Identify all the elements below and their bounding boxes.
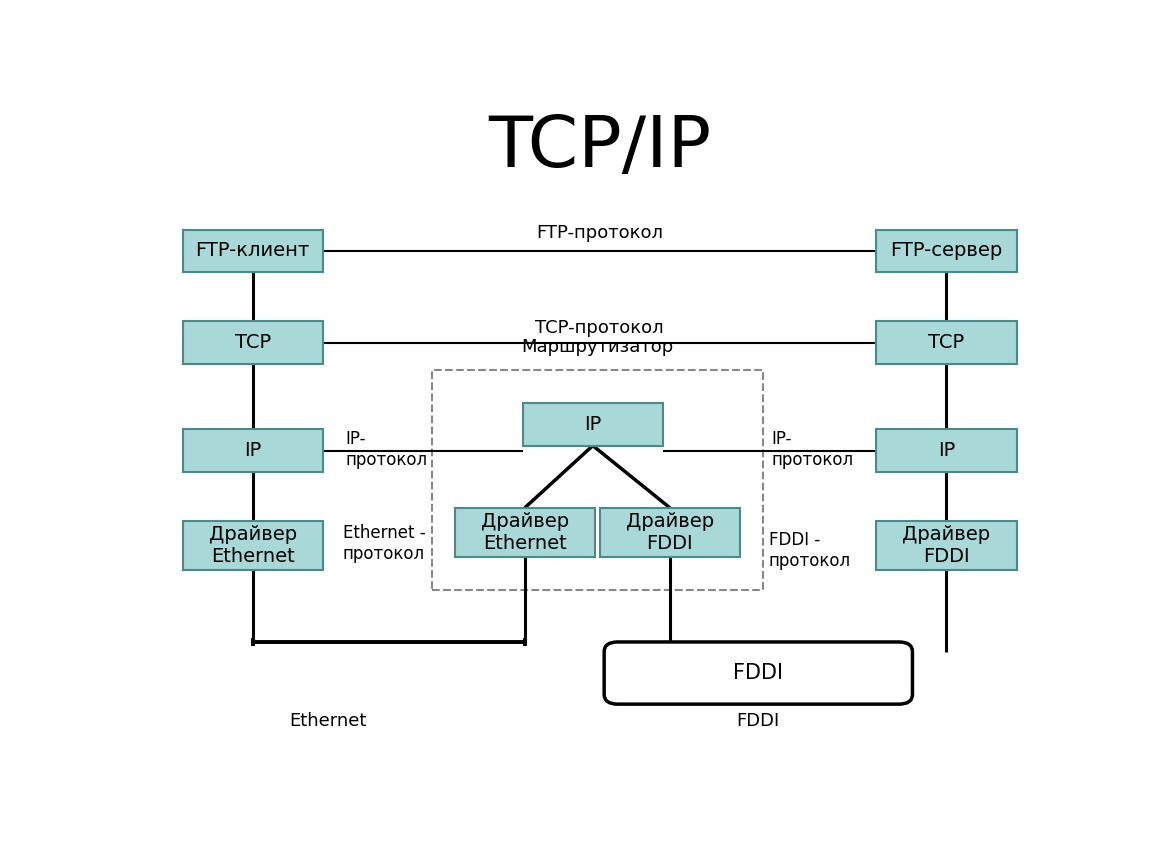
FancyBboxPatch shape — [523, 403, 663, 445]
FancyBboxPatch shape — [183, 230, 323, 272]
Text: TCP-протокол: TCP-протокол — [536, 319, 663, 337]
FancyBboxPatch shape — [183, 429, 323, 472]
FancyBboxPatch shape — [183, 521, 323, 570]
Text: IP-
протокол: IP- протокол — [345, 430, 427, 469]
Text: FDDI -
протокол: FDDI - протокол — [769, 531, 851, 570]
Text: Драйвер
Ethernet: Драйвер Ethernet — [481, 512, 569, 552]
Text: FTP-клиент: FTP-клиент — [195, 241, 310, 260]
Text: Драйвер
Ethernet: Драйвер Ethernet — [208, 525, 297, 566]
Text: FDDI: FDDI — [737, 711, 780, 729]
Text: IP: IP — [245, 441, 261, 460]
FancyBboxPatch shape — [876, 321, 1017, 364]
FancyBboxPatch shape — [876, 230, 1017, 272]
Text: Драйвер
FDDI: Драйвер FDDI — [626, 512, 714, 552]
Text: FTP-сервер: FTP-сервер — [890, 241, 1003, 260]
FancyBboxPatch shape — [454, 507, 596, 557]
Text: TCP: TCP — [235, 333, 271, 352]
FancyBboxPatch shape — [604, 642, 913, 704]
Text: TCP/IP: TCP/IP — [488, 113, 711, 182]
Text: TCP: TCP — [928, 333, 964, 352]
Text: IP: IP — [938, 441, 955, 460]
Text: IP-
протокол: IP- протокол — [772, 430, 854, 469]
Text: IP: IP — [584, 415, 601, 434]
Text: Маршрутизатор: Маршрутизатор — [522, 338, 674, 356]
Text: FTP-протокол: FTP-протокол — [536, 224, 663, 242]
FancyBboxPatch shape — [599, 507, 741, 557]
Text: FDDI: FDDI — [734, 663, 783, 683]
FancyBboxPatch shape — [876, 521, 1017, 570]
Text: Ethernet: Ethernet — [289, 711, 366, 729]
Text: Ethernet -
протокол: Ethernet - протокол — [343, 524, 425, 564]
Text: Драйвер
FDDI: Драйвер FDDI — [902, 525, 991, 566]
FancyBboxPatch shape — [876, 429, 1017, 472]
FancyBboxPatch shape — [183, 321, 323, 364]
